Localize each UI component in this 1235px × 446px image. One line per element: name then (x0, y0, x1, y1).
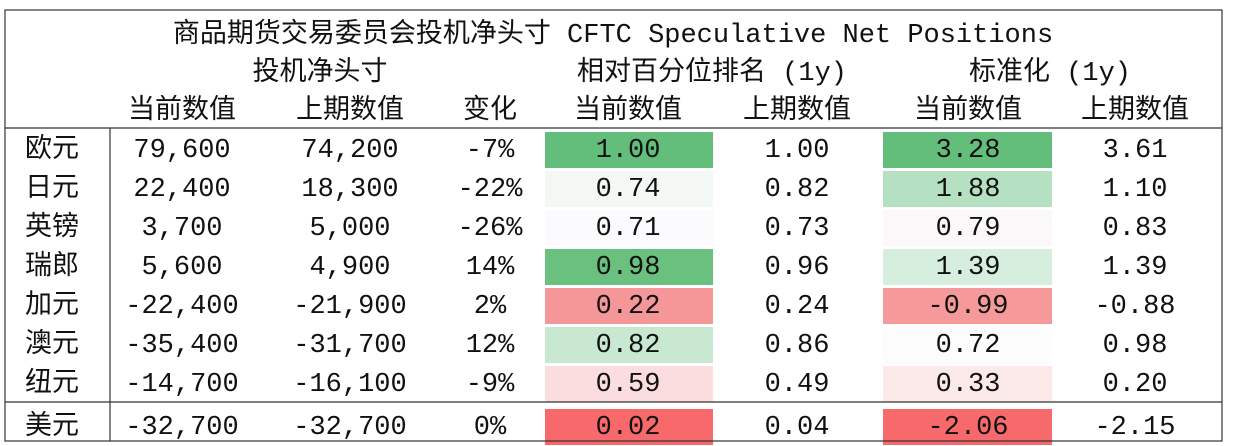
cell: 0.73 (765, 214, 830, 244)
row-label: 纽元 (25, 367, 79, 400)
cell: 0.20 (1103, 370, 1168, 400)
cell-fill (545, 132, 713, 168)
column-header: 上期数值 (1081, 94, 1189, 127)
row-label: 英镑 (25, 211, 79, 244)
cell: 1.00 (765, 136, 830, 166)
cell-fill (545, 366, 713, 402)
group-header: 标准化 (1y) (969, 56, 1131, 89)
cell: -7% (466, 136, 515, 166)
cell-fill (883, 132, 1052, 168)
cell: 74,200 (301, 136, 398, 166)
cell-fill (545, 171, 713, 207)
cell: 0% (474, 413, 507, 443)
cell: 3,700 (141, 214, 222, 244)
cell: 0.83 (1103, 214, 1168, 244)
cell: -14,700 (125, 370, 238, 400)
column-header: 当前数值 (128, 94, 236, 127)
cell-fill (883, 249, 1052, 285)
column-header: 当前数值 (574, 94, 682, 127)
cell: 1.00 (596, 136, 661, 166)
cell-fill (883, 409, 1052, 445)
column-header: 当前数值 (914, 94, 1022, 127)
cell: 0.22 (596, 292, 661, 322)
cell: 0.71 (596, 214, 661, 244)
cell-fill (545, 210, 713, 246)
cell: 1.88 (936, 175, 1001, 205)
cell: 2% (474, 292, 507, 322)
cell: 14% (466, 253, 515, 283)
row-label: 澳元 (25, 328, 79, 361)
cell: 3.61 (1103, 136, 1168, 166)
column-header: 上期数值 (296, 94, 404, 127)
cell: 0.82 (596, 331, 661, 361)
cell-fill (883, 366, 1052, 402)
cell-fill (545, 249, 713, 285)
row-label: 美元 (25, 410, 79, 443)
cell-fill (883, 288, 1052, 324)
cell: 0.96 (765, 253, 830, 283)
cell: 5,000 (309, 214, 390, 244)
cell-fill (883, 171, 1052, 207)
cell: 18,300 (301, 175, 398, 205)
cell: 1.10 (1103, 175, 1168, 205)
cell: 0.33 (936, 370, 1001, 400)
row-label: 加元 (25, 290, 79, 322)
cell: -32,700 (293, 413, 406, 443)
cell: 0.24 (765, 292, 830, 322)
cell: 0.74 (596, 175, 661, 205)
column-header: 上期数值 (743, 94, 851, 127)
cell-fill (545, 288, 713, 324)
group-header: 相对百分位排名 (1y) (577, 56, 847, 89)
row-label: 欧元 (25, 133, 79, 166)
cell-fill (883, 210, 1052, 246)
cell: 0.72 (936, 331, 1001, 361)
cell: 1.39 (1103, 253, 1168, 283)
cell: 22,400 (133, 175, 230, 205)
cell: 0.98 (596, 253, 661, 283)
table-border (4, 9, 1223, 442)
cell: 0.59 (596, 370, 661, 400)
cell: -2.15 (1094, 413, 1175, 443)
cell: -21,900 (293, 292, 406, 322)
cell: 0.04 (765, 413, 830, 443)
cell: -16,100 (293, 370, 406, 400)
cell: -32,700 (125, 413, 238, 443)
cell: 0.98 (1103, 331, 1168, 361)
cell: -0.99 (927, 292, 1008, 322)
cell: 4,900 (309, 253, 390, 283)
cell-fill (545, 409, 713, 445)
cell: 0.02 (596, 413, 661, 443)
cell: 5,600 (141, 253, 222, 283)
cell: -22,400 (125, 292, 238, 322)
cell: 0.79 (936, 214, 1001, 244)
cell: 12% (466, 331, 515, 361)
cell-fill (545, 327, 713, 363)
column-header: 变化 (463, 94, 517, 127)
cell: 3.28 (936, 136, 1001, 166)
cell: -26% (458, 214, 524, 244)
cell: -2.06 (927, 413, 1008, 443)
cell: 79,600 (133, 136, 230, 166)
cell: 0.82 (765, 175, 830, 205)
cell-fill (883, 327, 1052, 363)
cell: -9% (466, 370, 515, 400)
row-label: 瑞郎 (25, 250, 79, 283)
row-label: 日元 (25, 174, 79, 205)
cell: -22% (458, 175, 524, 205)
table-title: 商品期货交易委员会投机净头寸 CFTC Speculative Net Posi… (173, 18, 1053, 51)
cell: -0.88 (1094, 292, 1175, 322)
cell: 0.49 (765, 370, 830, 400)
cell: 1.39 (936, 253, 1001, 283)
group-header: 投机净头寸 (253, 56, 388, 89)
cell: -35,400 (125, 331, 238, 361)
cell: -31,700 (293, 331, 406, 361)
cell: 0.86 (765, 331, 830, 361)
